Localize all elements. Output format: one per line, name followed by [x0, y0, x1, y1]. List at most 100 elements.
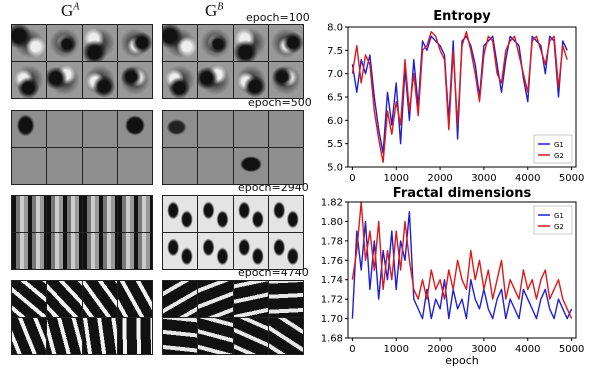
sample-tile — [163, 233, 198, 269]
sample-tile — [117, 196, 152, 232]
sample-tile — [233, 196, 268, 232]
sample-tile — [198, 196, 233, 232]
x-tick-label: 2000 — [427, 344, 452, 355]
generator-b-title: GB — [205, 1, 223, 21]
sample-tile — [198, 25, 233, 61]
x-axis-label: epoch — [445, 354, 479, 367]
y-tick-label: 5.5 — [327, 139, 343, 150]
sample-tile — [198, 148, 233, 184]
sample-tile — [82, 318, 117, 354]
sample-tile — [12, 148, 47, 184]
sample-tile — [233, 62, 268, 98]
sample-tile — [268, 111, 303, 147]
y-tick-label: 8.0 — [327, 23, 343, 34]
sample-tile — [47, 318, 82, 354]
y-tick-label: 6.5 — [327, 93, 343, 104]
sample-tile — [47, 148, 82, 184]
y-tick-label: 1.80 — [321, 217, 343, 228]
sample-tile — [233, 111, 268, 147]
sample-tile — [117, 62, 152, 98]
sample-tile — [268, 281, 303, 317]
x-tick-label: 4000 — [515, 344, 540, 355]
sample-tile — [268, 62, 303, 98]
sample-tile — [268, 196, 303, 232]
x-tick-label: 0 — [349, 173, 355, 184]
samples-a-epoch-4740 — [11, 280, 153, 355]
sample-tile — [268, 233, 303, 269]
x-tick-label: 0 — [349, 344, 355, 355]
legend-box — [533, 134, 573, 164]
legend-label-g2: G2 — [554, 152, 564, 160]
sample-tile — [198, 318, 233, 354]
sample-tile — [117, 111, 152, 147]
sample-tile — [163, 25, 198, 61]
sample-tile — [82, 111, 117, 147]
sample-tile — [268, 148, 303, 184]
sample-tile — [12, 281, 47, 317]
samples-a-epoch-100 — [11, 24, 153, 99]
y-tick-label: 1.76 — [321, 256, 343, 267]
sample-tile — [233, 233, 268, 269]
sample-tile — [198, 62, 233, 98]
series-line-g2 — [351, 201, 573, 319]
samples-b-epoch-4740 — [162, 280, 304, 355]
samples-b-epoch-100 — [162, 24, 304, 99]
sample-tile — [163, 196, 198, 232]
sample-tile — [47, 111, 82, 147]
y-tick-label: 7.5 — [327, 46, 343, 57]
sample-tile — [117, 25, 152, 61]
y-tick-label: 1.82 — [321, 198, 343, 209]
chart-title: Fractal dimensions — [393, 186, 532, 201]
legend-label-g1: G1 — [554, 212, 564, 220]
sample-tile — [233, 281, 268, 317]
sample-tile — [12, 233, 47, 269]
y-tick-label: 6.0 — [327, 116, 343, 127]
sample-tile — [47, 62, 82, 98]
chart-title: Entropy — [433, 9, 491, 24]
legend-box — [533, 205, 573, 235]
generator-a-sup: A — [73, 1, 80, 13]
y-tick-label: 1.72 — [321, 295, 343, 306]
y-tick-label: 1.70 — [321, 314, 343, 325]
sample-tile — [163, 148, 198, 184]
generator-b-base: G — [205, 1, 218, 20]
sample-tile — [117, 148, 152, 184]
y-tick-label: 1.74 — [321, 275, 343, 286]
x-tick-label: 2000 — [427, 173, 452, 184]
plot-frame — [347, 201, 577, 339]
epoch-label-1: epoch=100 — [246, 11, 310, 24]
fractal-chart: Fractal dimensions 0 1000 2000 3000 4000 5000 1… — [321, 186, 585, 367]
entropy-chart: Entropy 0 1000 2000 3000 4000 5000 5.0 5.5 6.0 6.5… — [327, 9, 584, 184]
generator-b-sup: B — [217, 1, 224, 13]
x-tick-label: 5000 — [559, 173, 584, 184]
sample-tile — [268, 318, 303, 354]
samples-b-epoch-2940 — [162, 195, 304, 270]
sample-tile — [12, 111, 47, 147]
generator-a-title: GA — [61, 1, 79, 21]
sample-tile — [117, 318, 152, 354]
x-tick-label: 5000 — [559, 344, 584, 355]
x-tick-label: 3000 — [471, 173, 496, 184]
series-line-g2 — [351, 31, 568, 164]
y-tick-label: 1.68 — [321, 334, 343, 345]
y-tick-label: 1.78 — [321, 236, 343, 247]
sample-tile — [82, 148, 117, 184]
x-tick-label: 1000 — [384, 173, 409, 184]
sample-tile — [198, 111, 233, 147]
sample-tile — [12, 62, 47, 98]
sample-tile — [198, 233, 233, 269]
sample-tile — [47, 196, 82, 232]
sample-tile — [82, 25, 117, 61]
x-tick-label: 4000 — [515, 173, 540, 184]
sample-tile — [47, 25, 82, 61]
x-tick-label: 1000 — [384, 344, 409, 355]
sample-tile — [163, 111, 198, 147]
legend-label-g1: G1 — [554, 141, 564, 149]
sample-tile — [163, 281, 198, 317]
sample-tile — [47, 233, 82, 269]
sample-tile — [82, 62, 117, 98]
samples-a-epoch-500 — [11, 110, 153, 185]
sample-tile — [163, 318, 198, 354]
sample-tile — [47, 281, 82, 317]
y-tick-label: 5.0 — [327, 163, 343, 174]
